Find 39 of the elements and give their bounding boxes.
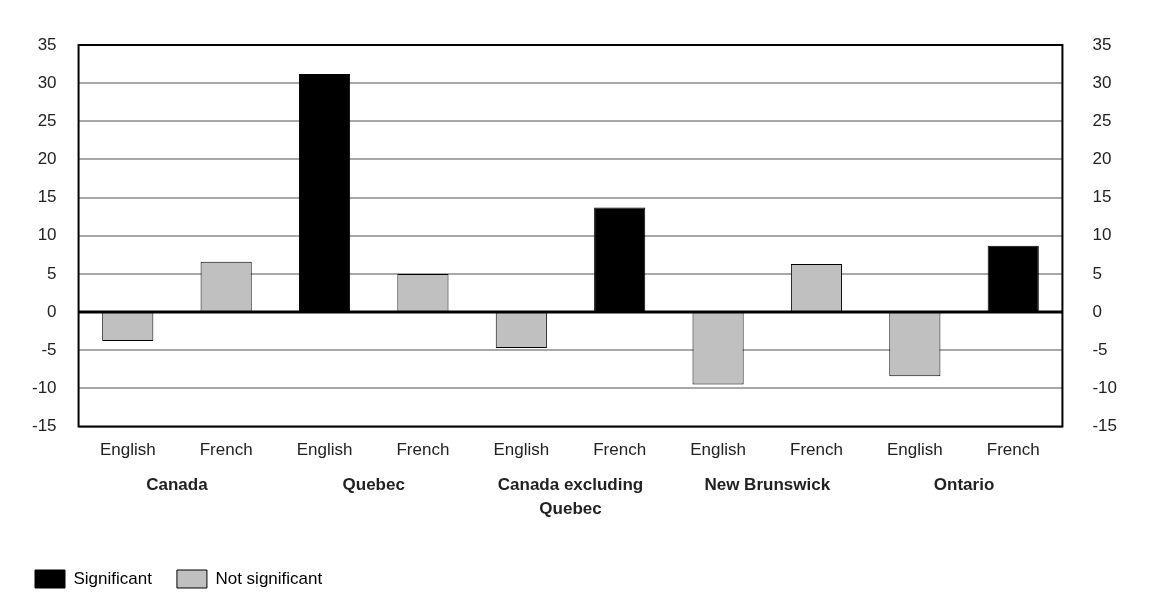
y-tick-label: -15 (31, 416, 57, 436)
legend-label: Significant (73, 568, 153, 588)
y2-tick-label: 35 (1092, 34, 1112, 54)
text: Canada excluding Quebec (497, 474, 644, 518)
text: New Brunswick (704, 474, 831, 494)
text: Canada (146, 474, 209, 494)
y-tick-label: 30 (37, 72, 57, 92)
x-tick-label: French (790, 440, 843, 460)
y-tick-label: 15 (37, 187, 57, 207)
x-tick-label: French (593, 440, 647, 460)
legend-label: Not significant (215, 568, 323, 588)
y2-tick-label: 25 (1092, 111, 1112, 131)
text: Ontario (933, 474, 995, 494)
x-tick-label: English (296, 440, 353, 460)
y2-tick-label: 0 (1092, 301, 1102, 321)
x-tick-label: English (99, 440, 156, 460)
y-tick-label: 5 (47, 263, 57, 283)
y-tick-label: 20 (37, 149, 57, 169)
x-tick-label: French (986, 440, 1040, 460)
x-tick-label: English (493, 440, 550, 460)
y2-tick-label: 15 (1092, 187, 1112, 207)
y-tick-label: 25 (37, 111, 57, 131)
y2-tick-label: -5 (1092, 339, 1108, 359)
y-tick-label: 35 (37, 34, 57, 54)
y2-tick-label: 10 (1092, 225, 1112, 245)
y2-tick-label: -15 (1092, 416, 1118, 436)
y2-tick-label: 5 (1092, 263, 1102, 283)
x-tick-label: French (396, 440, 450, 460)
y2-tick-label: -10 (1092, 378, 1118, 398)
y-tick-label: -5 (41, 339, 57, 359)
y-tick-label: 0 (47, 301, 57, 321)
text: Quebec (342, 474, 405, 494)
x-tick-label: English (886, 440, 943, 460)
y-tick-label: 10 (37, 225, 57, 245)
y2-tick-label: 30 (1092, 72, 1112, 92)
y2-tick-label: 20 (1092, 149, 1112, 169)
x-tick-label: English (690, 440, 746, 460)
x-tick-label: French (199, 440, 253, 460)
y-tick-label: -10 (31, 378, 57, 398)
